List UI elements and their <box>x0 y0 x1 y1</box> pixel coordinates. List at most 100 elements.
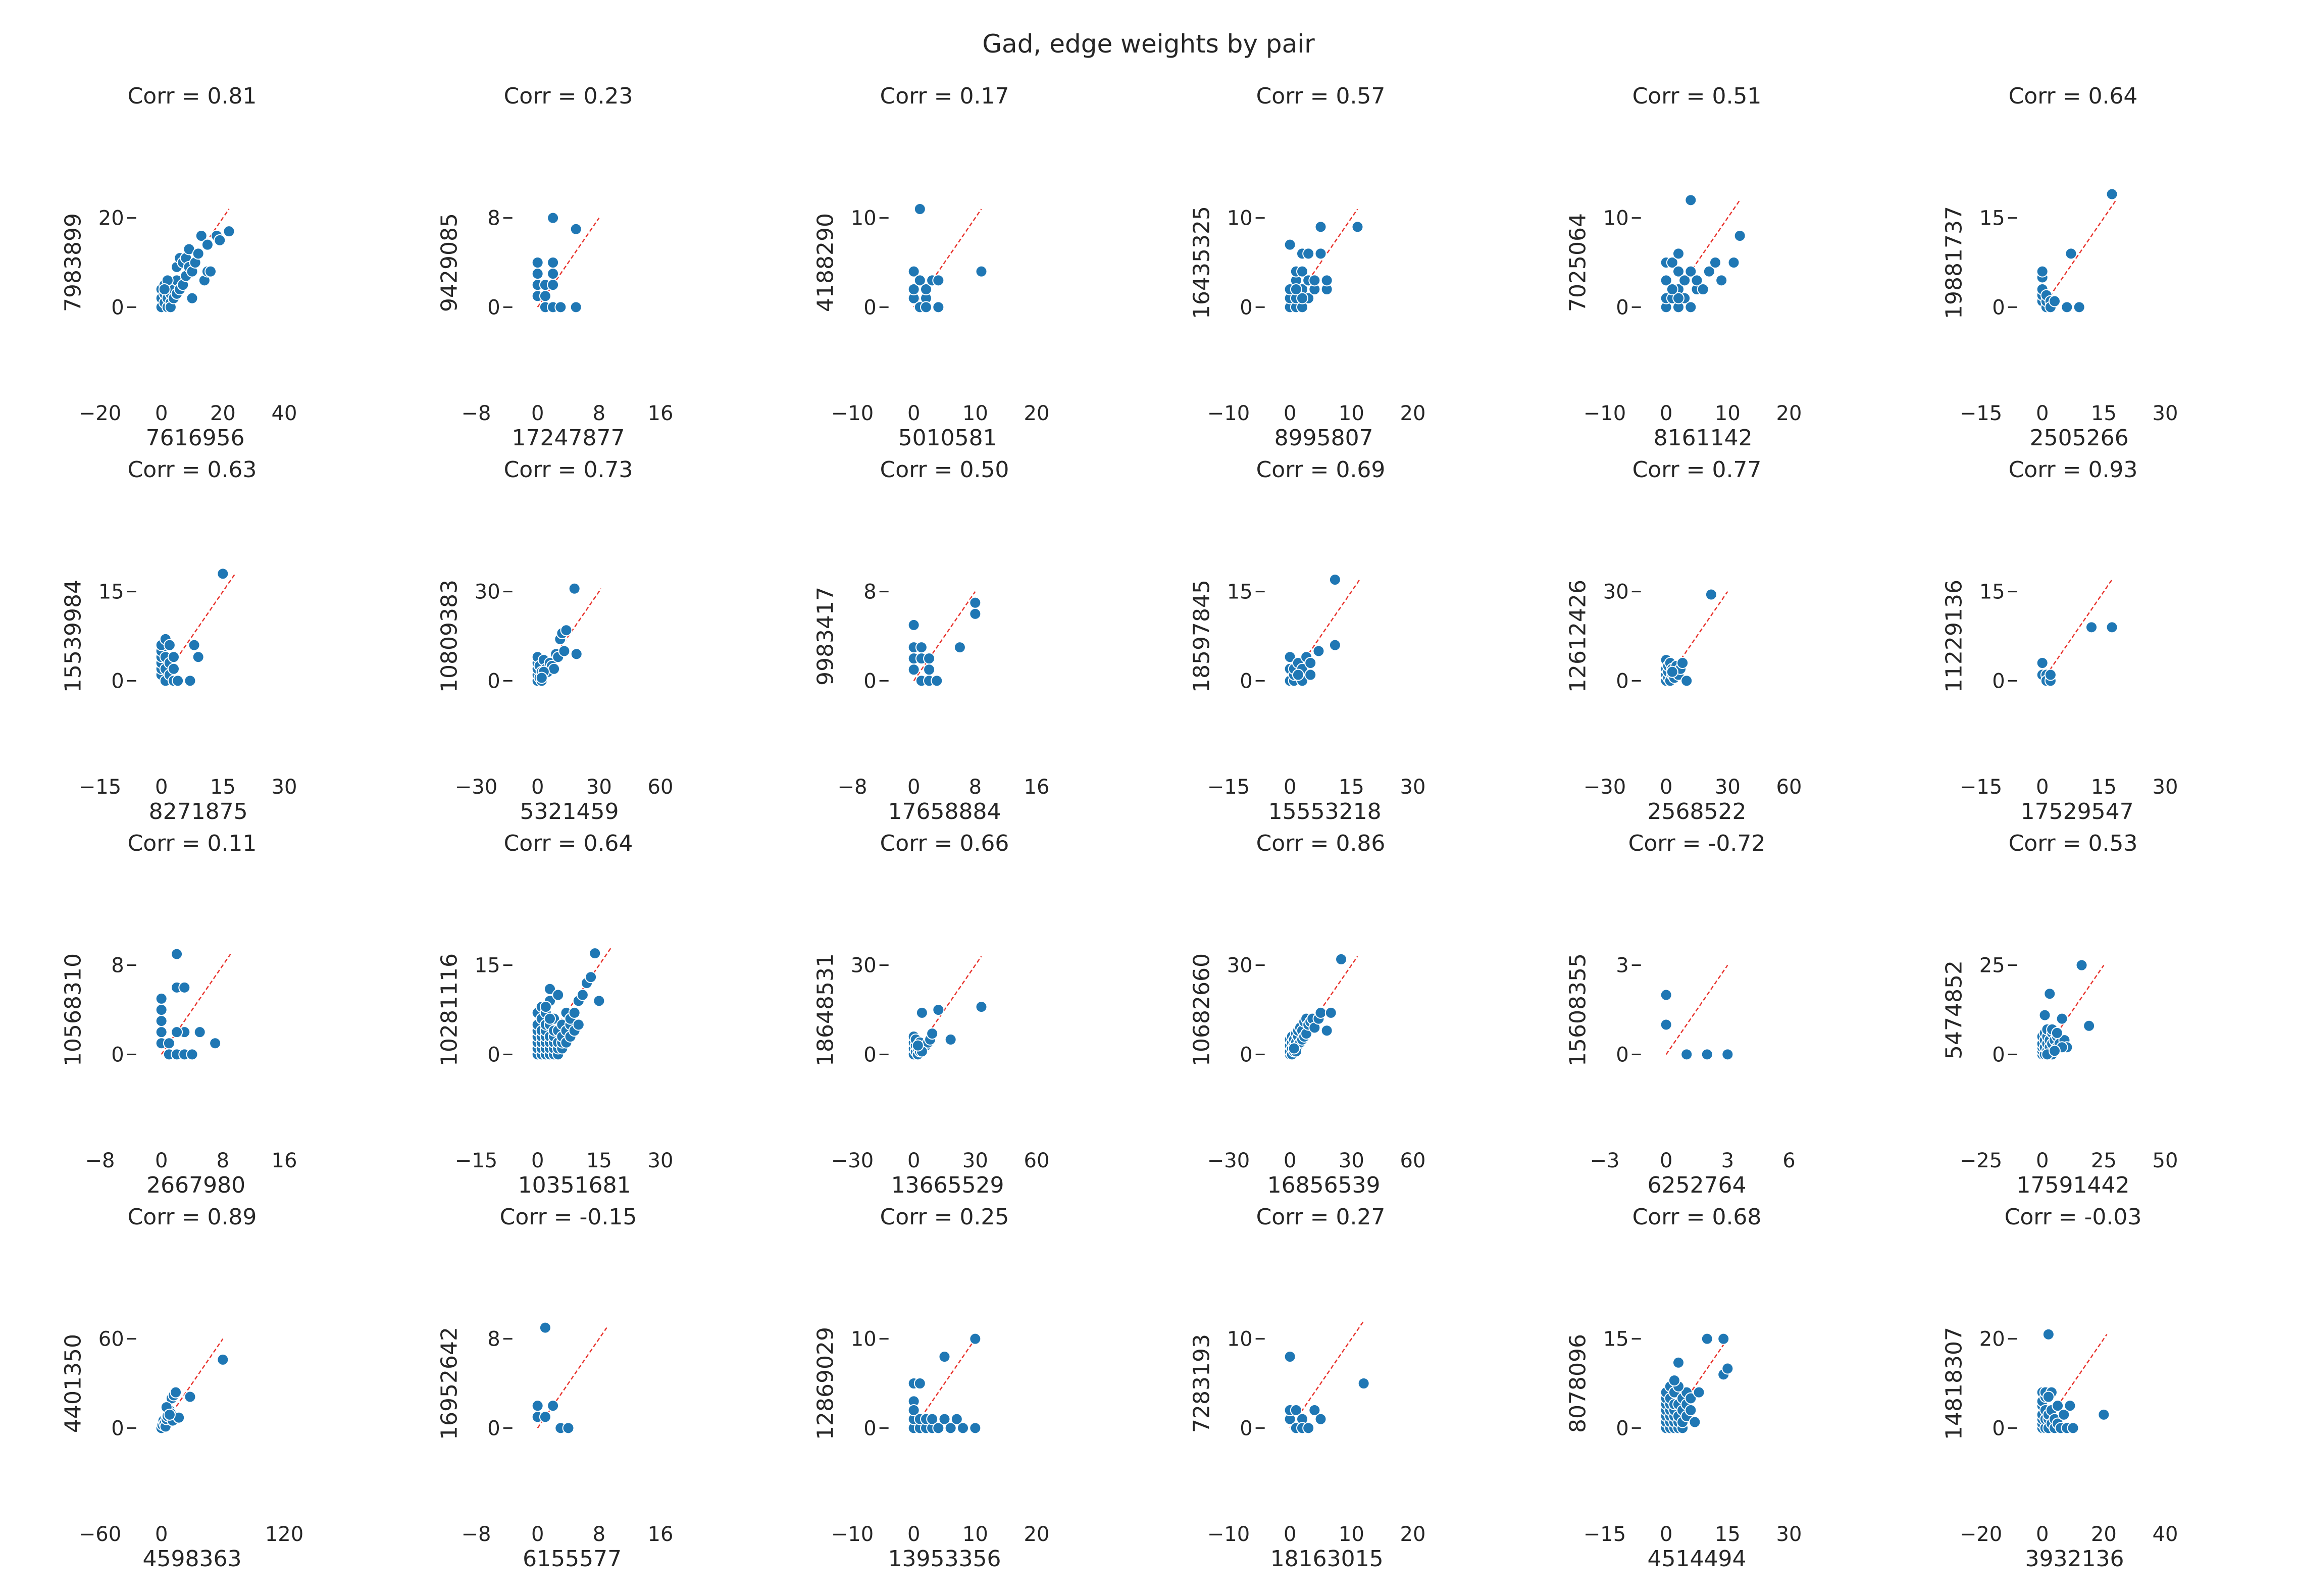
x-axis-label: 8161142 <box>1654 425 1753 451</box>
x-tick-label: 15 <box>1715 1523 1741 1546</box>
y-tick-label: 0 <box>111 670 124 693</box>
data-point <box>1672 247 1685 260</box>
data-point <box>969 1422 982 1434</box>
data-point <box>2106 188 2118 200</box>
data-point <box>2058 1408 2070 1421</box>
x-tick-label: −8 <box>462 1523 491 1546</box>
y-tick-label: 0 <box>1992 296 2005 319</box>
x-tick-label: 30 <box>1776 1523 1802 1546</box>
data-point <box>1680 675 1693 687</box>
y-tick-label: 10 <box>851 1328 877 1351</box>
x-tick-label: 10 <box>1715 402 1741 425</box>
data-point <box>1304 668 1317 681</box>
data-point <box>1314 247 1327 260</box>
x-tick-label: 16 <box>1024 776 1050 799</box>
data-point <box>178 981 191 994</box>
data-point <box>1296 265 1308 278</box>
data-point <box>1705 588 1717 601</box>
x-tick-label: 0 <box>1660 1523 1672 1546</box>
y-tick-label: 15 <box>1979 207 2005 230</box>
y-axis-label: 9983417 <box>813 587 839 686</box>
y-tick-label: 15 <box>98 581 124 604</box>
x-tick-label: 0 <box>531 1523 544 1546</box>
data-point <box>2044 668 2057 681</box>
subplot-title: Corr = 0.86 <box>1256 831 1386 856</box>
identity-line <box>537 217 600 308</box>
x-tick-label: 20 <box>1400 1523 1426 1546</box>
identity-line <box>161 1338 224 1429</box>
data-point <box>209 1037 222 1050</box>
identity-line <box>2041 964 2105 1055</box>
data-point <box>1284 238 1296 251</box>
data-point <box>1676 657 1689 669</box>
subplot-title: Corr = 0.89 <box>128 1204 257 1230</box>
x-axis-label: 13953356 <box>888 1546 1001 1572</box>
y-axis-label: 15539984 <box>61 580 86 693</box>
x-tick-label: −25 <box>1960 1149 2002 1172</box>
x-tick-label: 60 <box>648 776 674 799</box>
y-tick-label: 0 <box>1240 1043 1252 1066</box>
data-point <box>547 279 559 291</box>
data-point <box>957 1422 969 1434</box>
data-point <box>539 1411 551 1423</box>
data-point <box>975 1001 988 1013</box>
x-tick-label: −10 <box>831 402 874 425</box>
x-tick-label: 25 <box>2091 1149 2117 1172</box>
subplot-title: Corr = 0.64 <box>2009 83 2138 109</box>
data-point <box>195 230 208 242</box>
data-point <box>531 1400 544 1412</box>
subplot-title: Corr = 0.53 <box>2009 831 2138 856</box>
subplot-title: Corr = -0.03 <box>2005 1204 2142 1230</box>
x-tick-label: 30 <box>1400 776 1426 799</box>
subplot-title: Corr = 0.25 <box>880 1204 1009 1230</box>
identity-line <box>2041 199 2117 308</box>
data-point <box>155 1015 168 1027</box>
x-tick-label: 40 <box>272 402 297 425</box>
x-tick-label: 0 <box>155 776 168 799</box>
data-point <box>158 283 171 295</box>
data-point <box>186 292 198 304</box>
x-tick-label: 0 <box>1284 1149 1296 1172</box>
y-axis-label: 19881737 <box>1942 206 1967 319</box>
x-tick-label: −60 <box>79 1523 121 1546</box>
data-point <box>2036 657 2049 669</box>
y-tick-label: 8 <box>487 207 500 230</box>
data-point <box>907 619 920 631</box>
x-tick-label: 15 <box>586 1149 612 1172</box>
y-tick-label: 30 <box>1227 954 1253 977</box>
y-tick-label: 0 <box>1616 1417 1628 1440</box>
data-point <box>1357 1377 1370 1389</box>
data-point <box>562 1422 575 1434</box>
y-tick-label: 15 <box>475 954 500 977</box>
data-point <box>2067 1422 2079 1434</box>
x-tick-label: 8 <box>593 402 605 425</box>
data-point <box>1302 247 1315 260</box>
data-point <box>1685 1392 1697 1405</box>
data-point <box>938 1351 951 1363</box>
data-point <box>1324 1006 1337 1019</box>
data-point <box>975 265 988 278</box>
y-tick-label: 3 <box>1616 954 1628 977</box>
x-axis-label: 8995807 <box>1274 425 1373 451</box>
data-point <box>163 639 176 651</box>
data-point <box>926 1027 939 1040</box>
y-tick-label: 0 <box>487 670 500 693</box>
data-point <box>907 265 920 278</box>
x-tick-label: 30 <box>1339 1149 1364 1172</box>
y-tick-label: 0 <box>1992 670 2005 693</box>
data-point <box>1314 221 1327 233</box>
x-tick-label: −10 <box>831 1523 874 1546</box>
data-point <box>1672 1356 1685 1369</box>
x-tick-label: −15 <box>1960 402 2002 425</box>
x-tick-label: −15 <box>1584 1523 1626 1546</box>
x-axis-label: 4514494 <box>1648 1546 1747 1572</box>
data-point <box>1709 256 1721 269</box>
identity-line <box>913 591 976 682</box>
data-point <box>171 948 183 960</box>
x-tick-label: 0 <box>155 1149 168 1172</box>
